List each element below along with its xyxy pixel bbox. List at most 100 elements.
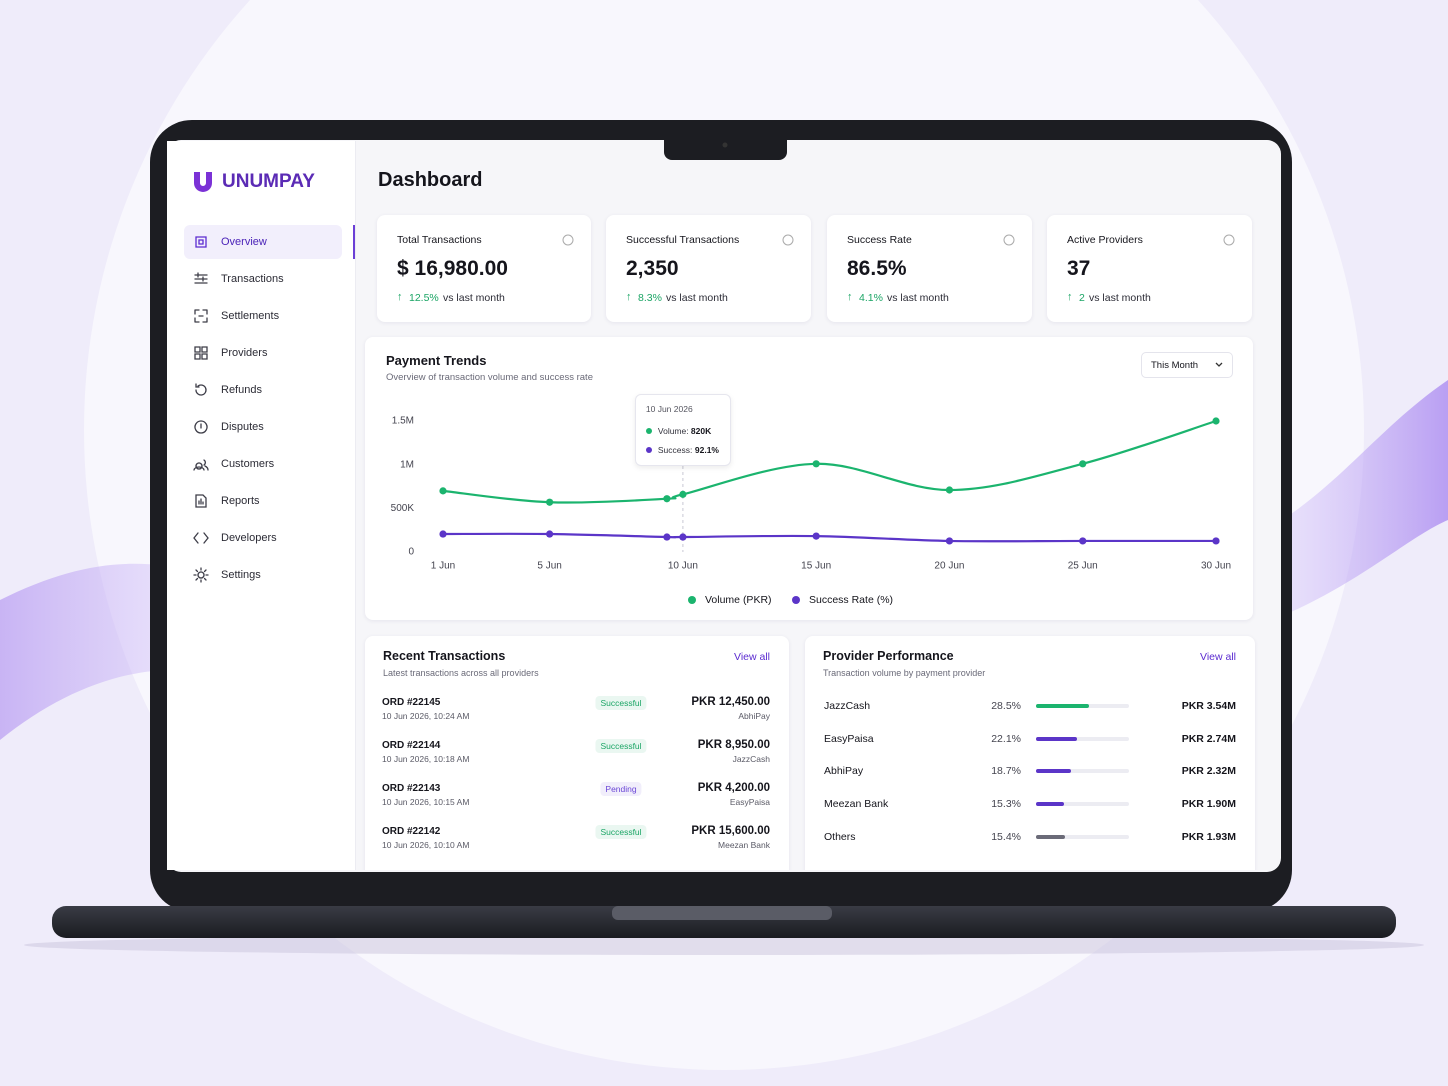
info-ring: [782, 234, 794, 246]
nav-item[interactable]: Reports: [184, 486, 342, 516]
nav-icon: [194, 420, 208, 434]
nav-icon-path: [194, 272, 208, 284]
order-provider: AbhiPay: [738, 711, 770, 721]
provider-share: 18.7%: [991, 765, 1021, 778]
kpi-arrow: ↑: [626, 291, 632, 303]
info-ring: [1003, 234, 1015, 246]
share-bar: [1036, 769, 1071, 774]
status-pill: Successful: [595, 739, 647, 753]
providers-title: Provider Performance: [823, 649, 954, 663]
nav-item[interactable]: Overview: [184, 227, 342, 257]
legend-dot: [688, 596, 696, 604]
share-track: [1036, 834, 1129, 839]
nav-icon: [194, 346, 208, 360]
order-provider: JazzCash: [732, 754, 770, 764]
series-line: [442, 532, 1216, 543]
data-point: [679, 490, 687, 498]
kpi-note: vs last month: [443, 292, 505, 304]
view-all-link[interactable]: View all: [1200, 651, 1236, 663]
data-point: [812, 532, 820, 540]
notch: [664, 140, 787, 160]
y-tick-label: 1M: [400, 459, 414, 470]
kpi-note: vs last month: [1089, 292, 1151, 304]
nav-item[interactable]: Settings: [184, 560, 342, 590]
nav-item[interactable]: Customers: [184, 449, 342, 479]
legend-dot: [792, 596, 800, 604]
nav-icon-path: [193, 532, 209, 544]
nav-item[interactable]: Providers: [184, 338, 342, 368]
kpi-arrow: ↑: [397, 291, 403, 303]
provider-share: 15.4%: [991, 830, 1021, 843]
y-tick-label: 1.5M: [392, 416, 414, 427]
legend-label: Volume (PKR): [705, 594, 772, 606]
provider-amount: PKR 1.90M: [1181, 798, 1236, 811]
kpi-value: 37: [1067, 257, 1091, 280]
view-all-link[interactable]: View all: [734, 651, 770, 663]
nav-label: Disputes: [221, 421, 264, 433]
info-icon[interactable]: [1223, 234, 1235, 246]
nav-item[interactable]: Disputes: [184, 412, 342, 442]
data-point: [439, 530, 447, 538]
nav-item[interactable]: Transactions: [184, 264, 342, 294]
nav-label: Refunds: [221, 384, 262, 396]
y-tick-label: 500K: [391, 503, 415, 514]
kpi-card: Active Providers 37 ↑ 2 vs last month: [1047, 215, 1252, 322]
kpi-change: 4.1%: [859, 292, 883, 304]
data-point: [546, 498, 554, 506]
nav-icon-path: [194, 309, 208, 323]
kpi-note: vs last month: [887, 292, 949, 304]
tooltip-label: Success:: [657, 445, 693, 455]
info-icon[interactable]: [562, 234, 574, 246]
kpi-title: Success Rate: [847, 234, 912, 246]
order-amount: PKR 4,200.00: [697, 782, 770, 794]
kpi-value: 86.5%: [847, 257, 907, 280]
order-date: 10 Jun 2026, 10:24 AM: [382, 711, 470, 721]
order-id: ORD #22143: [382, 783, 441, 794]
kpi-card: Successful Transactions 2,350 ↑ 8.3% vs last…: [606, 215, 811, 322]
nav-active-bg: [184, 225, 342, 259]
nav-item[interactable]: Settlements: [184, 301, 342, 331]
recent-subtitle: Latest transactions across all providers: [383, 668, 539, 678]
chevron: [1215, 362, 1223, 367]
x-tick-label: 30 Jun: [1201, 561, 1231, 572]
order-provider: Meezan Bank: [718, 840, 770, 850]
providers-subtitle: Transaction volume by payment provider: [823, 668, 986, 678]
nav-icon-path: [193, 459, 209, 471]
tooltip-date: 10 Jun 2026: [645, 404, 693, 414]
nav-item[interactable]: Developers: [184, 523, 342, 553]
info-icon[interactable]: [782, 234, 794, 246]
y-tick-label: 0: [408, 547, 414, 558]
x-tick-label: 1 Jun: [431, 561, 455, 572]
filter-dropdown[interactable]: This Month: [1141, 352, 1233, 378]
order-id: ORD #22142: [382, 826, 441, 837]
provider-name: JazzCash: [824, 700, 871, 712]
info-icon[interactable]: [1003, 234, 1015, 246]
data-point: [679, 533, 687, 541]
provider-name: Meezan Bank: [824, 798, 889, 811]
nav-icon: [193, 567, 209, 583]
info-ring: [562, 234, 574, 246]
filter-label: This Month: [1151, 360, 1198, 371]
info-ring: [1223, 234, 1235, 246]
x-tick-label: 10 Jun: [668, 561, 698, 572]
sidebar: [167, 141, 356, 870]
kpi-arrow: ↑: [1067, 291, 1073, 303]
data-point: [1079, 460, 1087, 468]
order-id: ORD #22144: [382, 740, 441, 751]
tooltip-value: 820K: [690, 426, 712, 436]
nav-item[interactable]: Refunds: [184, 375, 342, 405]
brand: UNUMPAY: [222, 171, 315, 192]
data-point: [945, 486, 954, 494]
x-tick-label: 15 Jun: [801, 561, 831, 572]
tooltip-label: Volume:: [657, 426, 689, 436]
data-point: [945, 537, 954, 545]
order-id: ORD #22145: [382, 697, 441, 708]
series-line: [442, 419, 1217, 504]
share-bar: [1036, 834, 1065, 839]
kpi-arrow: ↑: [847, 291, 853, 303]
data-point: [1212, 537, 1220, 545]
order-amount: PKR 12,450.00: [691, 696, 770, 708]
share-bar: [1036, 704, 1089, 708]
